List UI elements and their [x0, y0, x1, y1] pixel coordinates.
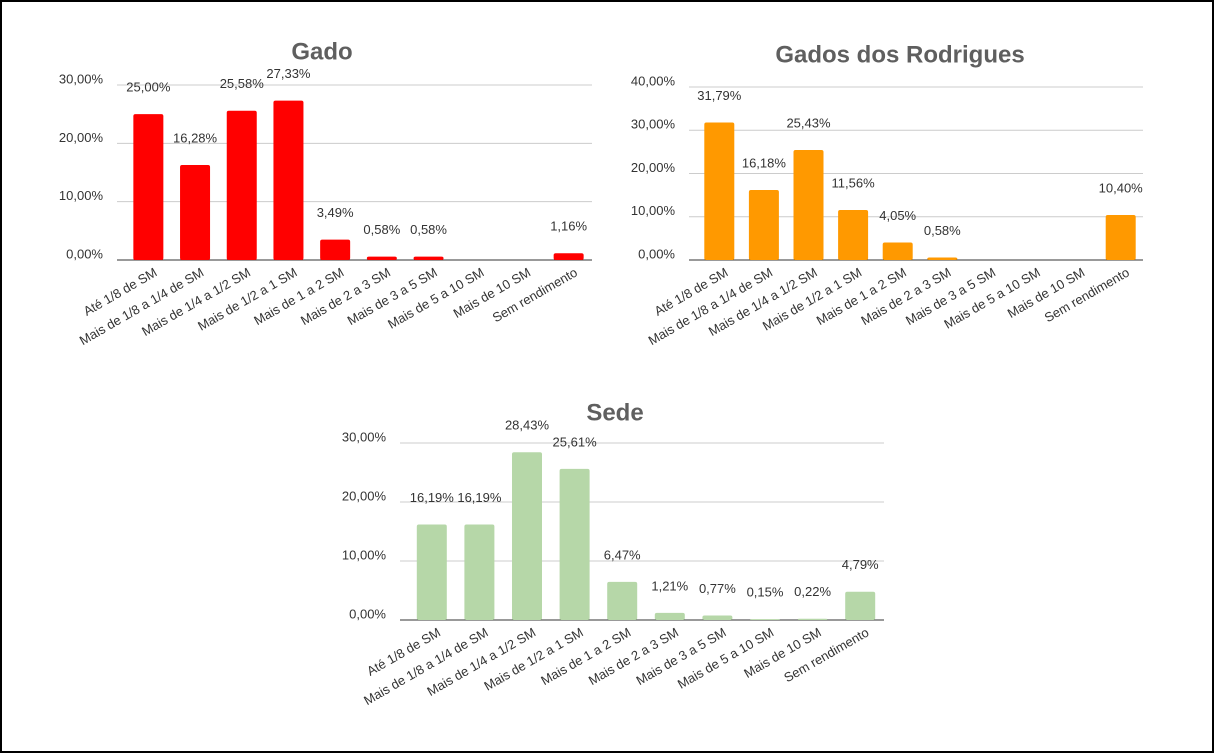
y-tick-label: 10,00%	[59, 188, 104, 203]
chart-title: Gados dos Rodrigues	[775, 41, 1024, 68]
data-label: 31,79%	[697, 88, 742, 103]
data-label: 0,58%	[924, 223, 961, 238]
y-tick-label: 20,00%	[631, 160, 676, 175]
bar	[226, 110, 257, 261]
data-label: 3,49%	[317, 205, 354, 220]
data-label: 0,22%	[794, 584, 831, 599]
data-label: 1,16%	[550, 219, 587, 234]
y-tick-label: 30,00%	[342, 429, 387, 444]
chart-title: Gado	[291, 38, 352, 65]
bar	[464, 524, 495, 620]
bar	[1105, 215, 1136, 260]
data-label: 16,19%	[410, 490, 455, 505]
y-tick-label: 30,00%	[631, 117, 676, 132]
data-label: 25,43%	[786, 115, 831, 130]
data-label: 25,00%	[126, 80, 171, 95]
bar	[512, 452, 542, 620]
bar	[838, 210, 869, 260]
y-tick-label: 40,00%	[631, 73, 676, 88]
bar	[607, 581, 638, 620]
y-tick-label: 20,00%	[59, 130, 104, 145]
bar	[748, 190, 779, 260]
data-label: 25,58%	[220, 76, 265, 91]
bar	[180, 165, 211, 260]
data-label: 0,15%	[747, 585, 784, 600]
data-label: 27,33%	[266, 66, 311, 81]
data-label: 10,40%	[1099, 180, 1144, 195]
bar	[845, 591, 876, 620]
data-label: 28,43%	[505, 418, 550, 433]
bar	[882, 242, 913, 260]
bar	[320, 239, 351, 260]
y-tick-label: 0,00%	[638, 246, 675, 261]
y-tick-label: 20,00%	[342, 488, 387, 503]
bar	[133, 114, 164, 261]
bar	[413, 256, 444, 260]
bar	[553, 253, 584, 260]
data-label: 6,47%	[604, 547, 641, 562]
y-tick-label: 0,00%	[349, 606, 386, 621]
data-label: 4,05%	[879, 208, 916, 223]
y-tick-label: 30,00%	[59, 71, 104, 86]
data-label: 0,58%	[363, 222, 400, 237]
data-label: 16,28%	[173, 130, 218, 145]
y-tick-label: 10,00%	[631, 203, 676, 218]
bar	[704, 122, 735, 261]
bar	[416, 524, 447, 620]
bar	[273, 100, 304, 260]
data-label: 0,77%	[699, 581, 736, 596]
data-label: 1,21%	[651, 578, 688, 593]
bar	[559, 468, 590, 620]
data-label: 0,58%	[410, 222, 447, 237]
data-label: 11,56%	[832, 175, 876, 190]
bar	[750, 619, 780, 620]
chart-title: Sede	[586, 399, 643, 426]
data-label: 4,79%	[842, 557, 879, 572]
bar	[797, 618, 828, 620]
y-tick-label: 10,00%	[342, 547, 387, 562]
data-label: 16,18%	[742, 155, 787, 170]
bar	[654, 612, 685, 620]
data-label: 25,61%	[553, 434, 598, 449]
y-tick-label: 0,00%	[66, 246, 103, 261]
bar	[793, 150, 824, 260]
bar	[366, 256, 397, 260]
bar	[702, 615, 733, 620]
bar	[927, 257, 958, 260]
data-label: 16,19%	[457, 490, 502, 505]
